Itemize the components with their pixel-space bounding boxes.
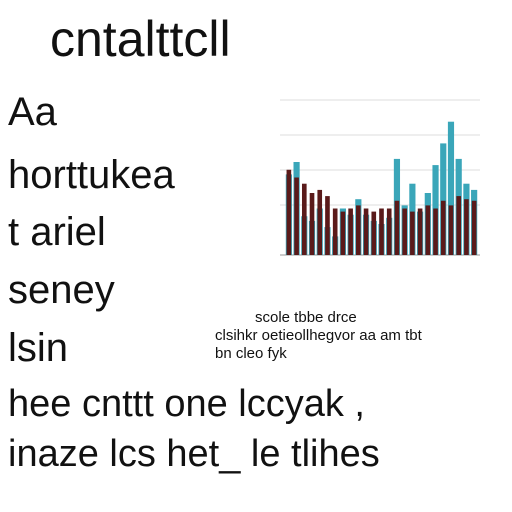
bar — [471, 200, 477, 255]
caption-line: bn cleo fyk — [215, 345, 287, 362]
text-line: horttukea — [8, 153, 175, 197]
bar — [447, 121, 455, 255]
bar — [371, 211, 377, 255]
bar — [456, 196, 462, 255]
bar — [402, 208, 407, 255]
text-line: Aa — [8, 90, 57, 134]
bar — [332, 208, 338, 255]
text-line: t ariel — [8, 210, 106, 254]
bar — [309, 193, 315, 255]
bar — [425, 205, 431, 255]
caption-line: scole tbbe drce — [255, 309, 357, 326]
bar — [356, 205, 361, 255]
bar — [394, 200, 400, 255]
bar — [433, 208, 438, 255]
title: cntalttcll — [50, 11, 231, 67]
bar — [417, 208, 423, 255]
bar — [464, 199, 469, 255]
bar — [340, 211, 346, 255]
text-line: lsin — [8, 326, 69, 370]
bar — [348, 208, 353, 255]
bar — [440, 200, 446, 255]
bar — [286, 169, 292, 255]
bar — [410, 211, 415, 255]
bar — [301, 183, 307, 255]
bar — [386, 208, 392, 255]
footer-line: hee cnttt one lccyak , — [8, 383, 365, 425]
caption-line: clsihkr oetieollhegvor aa am tbt — [215, 327, 422, 344]
bar — [294, 177, 299, 255]
footer-line: inaze lcs het_ le tlihes — [8, 433, 380, 475]
bar — [379, 208, 384, 255]
bar — [325, 196, 330, 255]
bar — [317, 189, 323, 255]
bar — [440, 143, 447, 255]
text-line: seney — [8, 268, 115, 312]
bar — [363, 208, 369, 255]
bar — [448, 205, 454, 255]
